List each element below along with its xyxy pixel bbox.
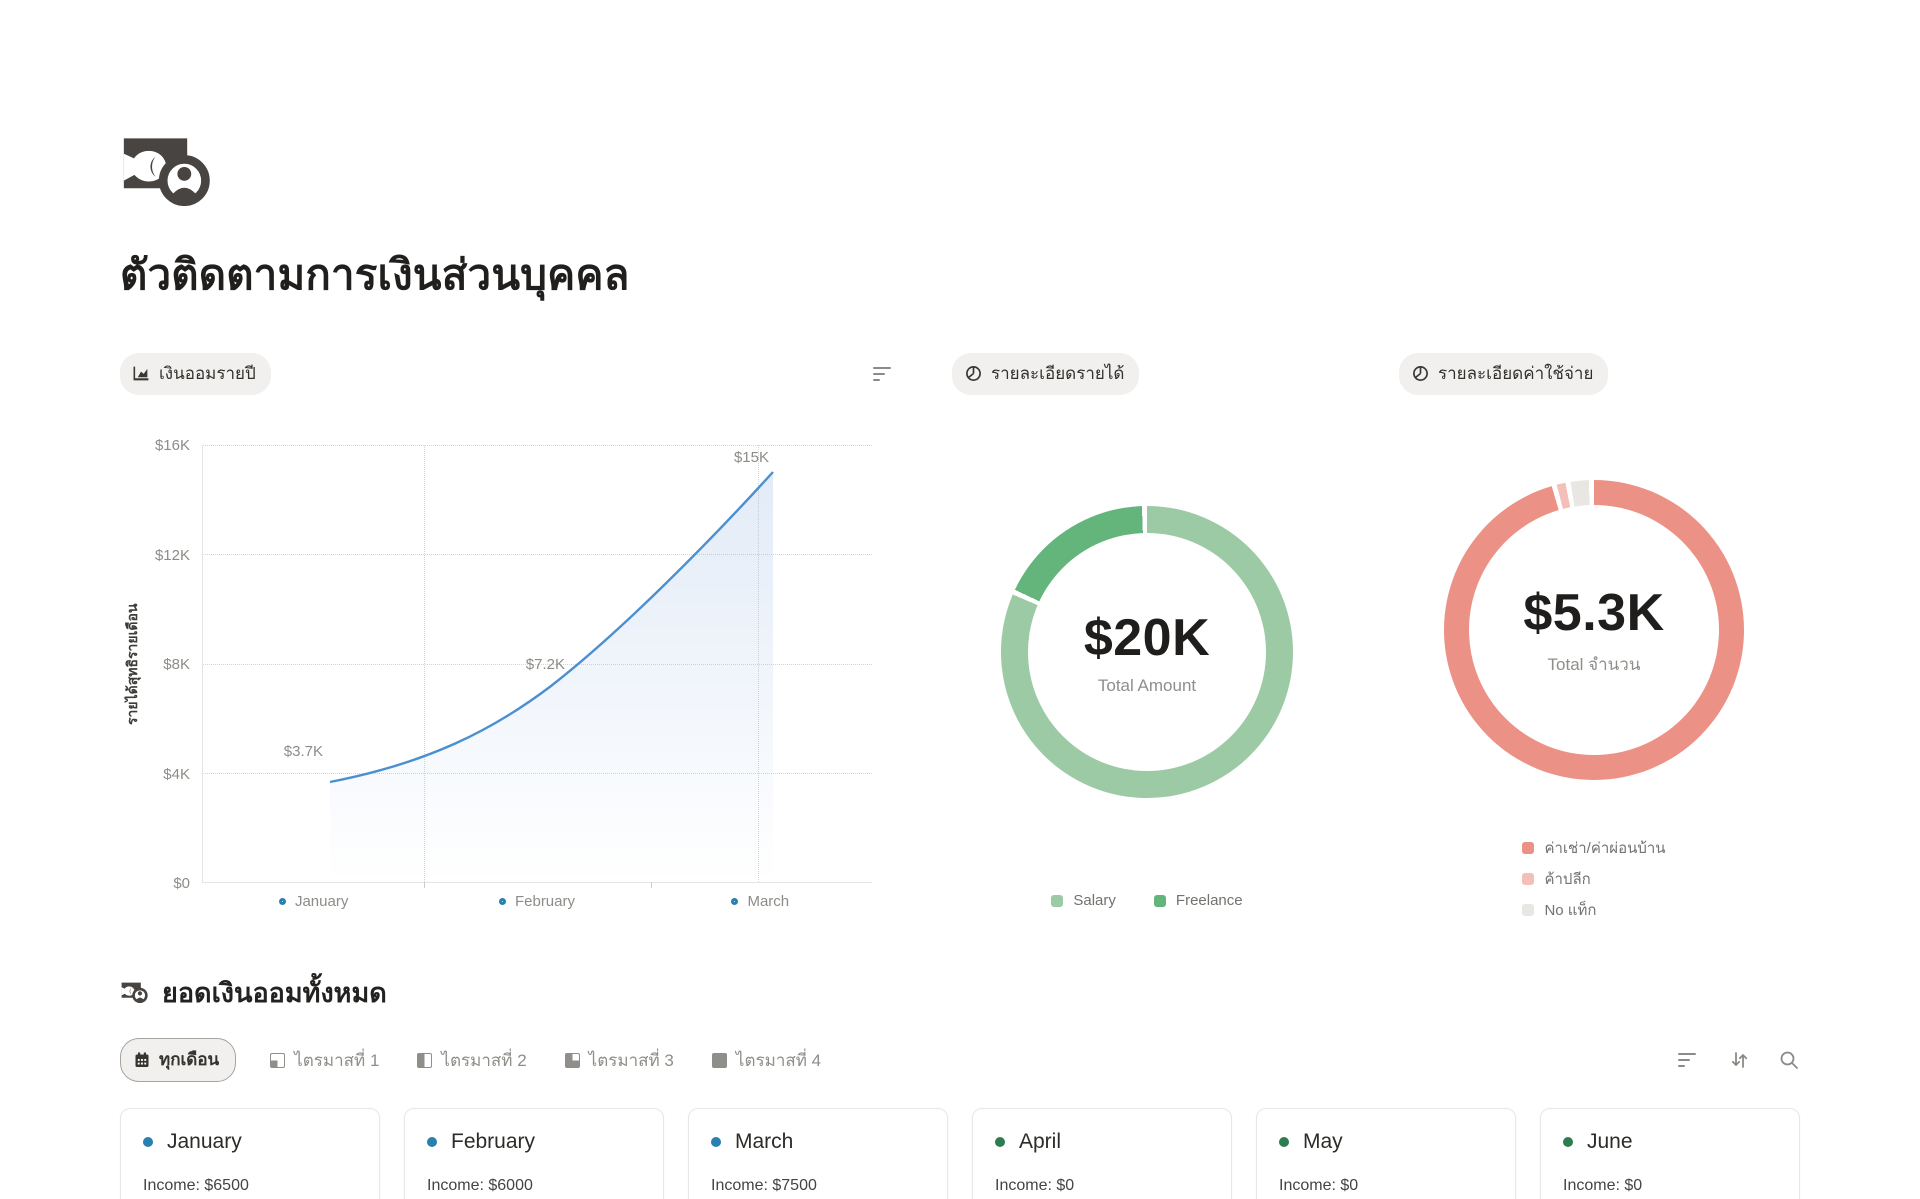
month-card-march[interactable]: March Income: $7500 Expenses: $0: [688, 1108, 948, 1199]
page-title: ตัวติดตามการเงินส่วนบุคคล: [120, 251, 630, 298]
month-name: May: [1303, 1130, 1343, 1153]
point-marker-icon: [731, 898, 739, 905]
view-badge-income[interactable]: รายละเอียดรายได้: [952, 353, 1140, 395]
month-status-icon: [143, 1137, 153, 1147]
view-badge-savings-line[interactable]: เงินออมรายปี: [120, 353, 271, 395]
month-card-june[interactable]: June Income: $0 Expenses: $0: [1540, 1108, 1800, 1199]
line-chart: รายได้สุทธิรายเดือน $16K $12K $8K $4K $0: [120, 437, 895, 892]
income-total-label: Total Amount: [1097, 676, 1197, 695]
income-line: Income: $0: [995, 1177, 1075, 1194]
x-label-march: March: [649, 893, 872, 910]
point-marker-icon: [498, 898, 506, 905]
legend-swatch: [1522, 873, 1535, 885]
month-card-april[interactable]: April Income: $0 Expenses: $0: [972, 1108, 1232, 1199]
charts-row: เงินออมรายปี รายได้สุทธิรายเดือน $16K $1…: [120, 353, 1800, 922]
income-line: Income: $6000: [427, 1177, 533, 1194]
x-axis-labels: January February March: [202, 893, 872, 910]
expenses-total-value: $5.3K: [1523, 583, 1665, 642]
calendar-icon: [135, 1052, 149, 1067]
page-icon-banknote[interactable]: [120, 136, 216, 207]
savings-line-series: [329, 471, 774, 883]
expenses-donut-card: รายละเอียดค่าใช้จ่าย $5.3K Total จำนวน ค…: [1399, 353, 1789, 922]
month-cards-grid: January Income: $6500 Expenses: $2845 Fe…: [120, 1108, 1800, 1199]
income-donut-card: รายละเอียดรายได้ $20K Total Amount Salar…: [952, 353, 1342, 922]
point-label-february: $7.2K: [525, 656, 565, 673]
quarter-2-icon: [417, 1052, 433, 1068]
expenses-donut-chart: $5.3K Total จำนวน: [1444, 480, 1744, 780]
month-status-icon: [995, 1137, 1005, 1147]
savings-line-chart-card: เงินออมรายปี รายได้สุทธิรายเดือน $16K $1…: [120, 353, 895, 922]
tab-quarter-2[interactable]: ไตรมาสที่ 2: [413, 1039, 530, 1082]
search-icon[interactable]: [1778, 1049, 1800, 1071]
quarter-3-icon: [564, 1052, 580, 1068]
tab-quarter-4[interactable]: ไตรมาสที่ 4: [708, 1039, 825, 1082]
y-tick: $0: [173, 875, 190, 892]
banknote-portrait-icon: [123, 138, 210, 207]
income-line: Income: $0: [1279, 1177, 1359, 1194]
donut-center: $5.3K Total จำนวน: [1469, 505, 1719, 755]
legend-swatch: [1153, 894, 1166, 907]
plot-area: $3.7K $7.2K $15K: [202, 445, 872, 888]
tab-quarter-1[interactable]: ไตรมาสที่ 1: [266, 1039, 383, 1082]
y-tick: $16K: [154, 437, 190, 454]
pie-chart-icon: [1413, 366, 1428, 381]
point-marker-icon: [278, 898, 286, 905]
donut-center: $20K Total Amount: [1028, 533, 1266, 771]
income-total-value: $20K: [1083, 609, 1211, 667]
y-tick: $12K: [154, 546, 190, 564]
income-line: Income: $0: [1563, 1177, 1643, 1194]
legend-item-freelance: Freelance: [1153, 892, 1243, 909]
quarter-4-icon: [711, 1052, 727, 1068]
month-name: January: [167, 1130, 242, 1153]
tab-quarter-3[interactable]: ไตรมาสที่ 3: [561, 1039, 678, 1082]
banknote-portrait-icon: [121, 982, 148, 1003]
y-tick: $4K: [163, 765, 190, 783]
view-tabbar: ทุกเดือน ไตรมาสที่ 1 ไตรมาสที่ 2 ไตรมาสท…: [120, 1038, 1800, 1082]
income-line: Income: $7500: [711, 1177, 817, 1194]
filter-icon[interactable]: [1678, 1049, 1700, 1071]
view-badge-label: เงินออมรายปี: [159, 364, 256, 383]
income-donut-chart: $20K Total Amount: [1001, 506, 1293, 798]
month-status-icon: [1563, 1137, 1573, 1147]
month-status-icon: [711, 1137, 721, 1147]
month-name: April: [1019, 1130, 1062, 1153]
month-status-icon: [1279, 1137, 1289, 1147]
tab-all-months[interactable]: ทุกเดือน: [120, 1038, 237, 1082]
month-name: June: [1587, 1130, 1633, 1153]
y-axis-ticks: $16K $12K $8K $4K $0: [144, 437, 202, 892]
legend-item-no-tag: No แท็ก: [1522, 898, 1665, 922]
expenses-legend: ค่าเช่า/ค่าผ่อนบ้าน ค้าปลีก No แท็ก: [1522, 836, 1666, 922]
legend-item-rent: ค่าเช่า/ค่าผ่อนบ้าน: [1522, 836, 1666, 860]
pie-chart-icon: [966, 366, 981, 381]
sort-icon[interactable]: [1728, 1049, 1750, 1071]
y-tick: $8K: [163, 656, 190, 673]
filter-icon[interactable]: [873, 363, 895, 385]
quarter-1-icon: [270, 1052, 286, 1068]
area-chart-icon: [133, 366, 149, 381]
x-label-january: January: [202, 893, 425, 910]
view-badge-label: รายละเอียดรายได้: [991, 364, 1125, 383]
month-card-may[interactable]: May Income: $0 Expenses: $0: [1256, 1108, 1516, 1199]
legend-swatch: [1051, 894, 1064, 907]
legend-item-retail: ค้าปลีก: [1522, 867, 1665, 891]
month-name: February: [451, 1130, 536, 1153]
y-axis-title: รายได้สุทธิรายเดือน: [124, 603, 140, 725]
point-label-january: $3.7K: [283, 743, 323, 760]
view-badge-label: รายละเอียดค่าใช้จ่าย: [1438, 364, 1594, 383]
income-legend: Salary Freelance: [952, 892, 1342, 909]
view-badge-expenses[interactable]: รายละเอียดค่าใช้จ่าย: [1399, 353, 1609, 395]
x-label-february: February: [425, 893, 648, 910]
month-card-january[interactable]: January Income: $6500 Expenses: $2845: [120, 1108, 380, 1199]
month-status-icon: [427, 1137, 437, 1147]
legend-item-salary: Salary: [1051, 892, 1116, 909]
point-label-march: $15K: [733, 449, 769, 466]
expenses-total-label: Total จำนวน: [1547, 654, 1641, 674]
income-line: Income: $6500: [143, 1177, 249, 1194]
section-title-savings: ยอดเงินออมทั้งหมด: [120, 971, 1800, 1014]
legend-swatch: [1522, 842, 1535, 854]
legend-swatch: [1522, 904, 1535, 916]
month-name: March: [735, 1130, 794, 1153]
month-card-february[interactable]: February Income: $6000 Expenses: $2500: [404, 1108, 664, 1199]
